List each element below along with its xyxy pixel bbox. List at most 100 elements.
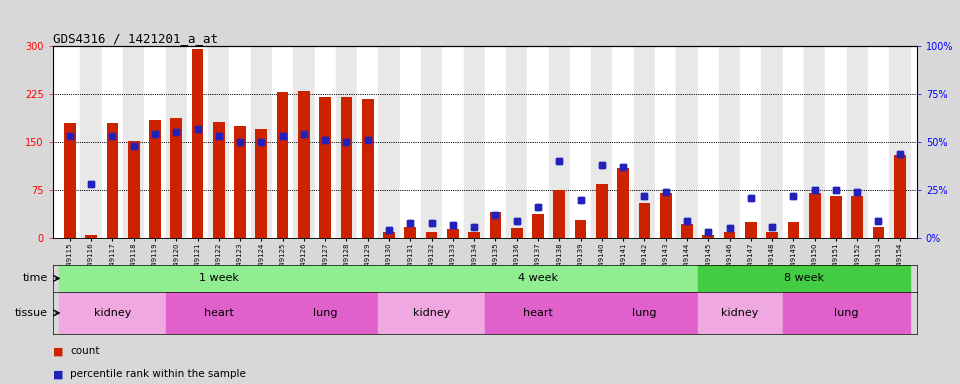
Bar [399, 46, 420, 238]
Bar [532, 214, 544, 238]
Bar [443, 46, 464, 238]
Bar [830, 197, 842, 238]
Bar [276, 92, 289, 238]
Bar [468, 232, 480, 238]
Bar [362, 99, 373, 238]
Bar [660, 193, 672, 238]
Bar [128, 141, 139, 238]
Bar [761, 46, 782, 238]
Text: kidney: kidney [722, 308, 758, 318]
Bar [511, 228, 522, 238]
Text: 1 week: 1 week [199, 273, 239, 283]
Bar [638, 203, 650, 238]
Bar [234, 126, 246, 238]
Bar [740, 46, 761, 238]
Bar [229, 46, 251, 238]
Bar [425, 232, 438, 238]
Bar [553, 190, 565, 238]
Bar [830, 197, 842, 238]
Bar [170, 118, 182, 238]
Bar [378, 292, 485, 334]
Bar [272, 292, 378, 334]
Bar [165, 46, 187, 238]
Bar [553, 190, 565, 238]
Text: ■: ■ [53, 346, 63, 356]
Text: count: count [70, 346, 100, 356]
Bar [847, 46, 868, 238]
Bar [681, 224, 693, 238]
Bar [425, 232, 438, 238]
Bar [251, 46, 272, 238]
Bar [85, 235, 97, 238]
Bar [591, 292, 698, 334]
Bar [596, 184, 608, 238]
Bar [612, 46, 634, 238]
Bar [681, 224, 693, 238]
Bar [719, 46, 740, 238]
Bar [873, 227, 884, 238]
Bar [60, 46, 81, 238]
Bar [187, 46, 208, 238]
Bar [383, 232, 395, 238]
Bar [826, 46, 847, 238]
Bar [506, 46, 527, 238]
Bar [527, 46, 549, 238]
Bar [638, 203, 650, 238]
Bar [809, 193, 821, 238]
Bar [341, 97, 352, 238]
Bar [766, 232, 778, 238]
Bar [60, 292, 165, 334]
Bar [255, 129, 267, 238]
Bar [298, 91, 310, 238]
Bar [192, 49, 204, 238]
Bar [107, 123, 118, 238]
Bar [490, 212, 501, 238]
Text: lung: lung [313, 308, 338, 318]
Bar [192, 49, 204, 238]
Bar [868, 46, 889, 238]
Bar [485, 292, 591, 334]
Bar [894, 155, 905, 238]
Bar [575, 220, 587, 238]
Bar [852, 197, 863, 238]
Bar [362, 99, 373, 238]
Bar [591, 46, 612, 238]
Bar [655, 46, 677, 238]
Bar [213, 122, 225, 238]
Bar [272, 46, 293, 238]
Bar [404, 227, 417, 238]
Bar [809, 193, 821, 238]
Text: kidney: kidney [94, 308, 132, 318]
Bar [320, 97, 331, 238]
Bar [64, 123, 76, 238]
Bar [660, 193, 672, 238]
Bar [698, 292, 782, 334]
Bar [64, 123, 76, 238]
Bar [102, 46, 123, 238]
Text: kidney: kidney [413, 308, 450, 318]
Bar [378, 265, 698, 292]
Bar [447, 229, 459, 238]
Bar [617, 168, 629, 238]
Bar [144, 46, 165, 238]
Text: heart: heart [204, 308, 233, 318]
Bar [208, 46, 229, 238]
Bar [213, 122, 225, 238]
Text: tissue: tissue [15, 308, 48, 318]
Bar [293, 46, 315, 238]
Text: percentile rank within the sample: percentile rank within the sample [70, 369, 246, 379]
Bar [745, 222, 756, 238]
Bar [766, 232, 778, 238]
Text: 8 week: 8 week [784, 273, 824, 283]
Bar [468, 232, 480, 238]
Bar [787, 222, 800, 238]
Bar [745, 222, 756, 238]
Text: 4 week: 4 week [518, 273, 558, 283]
Bar [378, 46, 399, 238]
Bar [782, 292, 910, 334]
Bar [404, 227, 417, 238]
Bar [464, 46, 485, 238]
Bar [852, 197, 863, 238]
Bar [234, 126, 246, 238]
Bar [703, 235, 714, 238]
